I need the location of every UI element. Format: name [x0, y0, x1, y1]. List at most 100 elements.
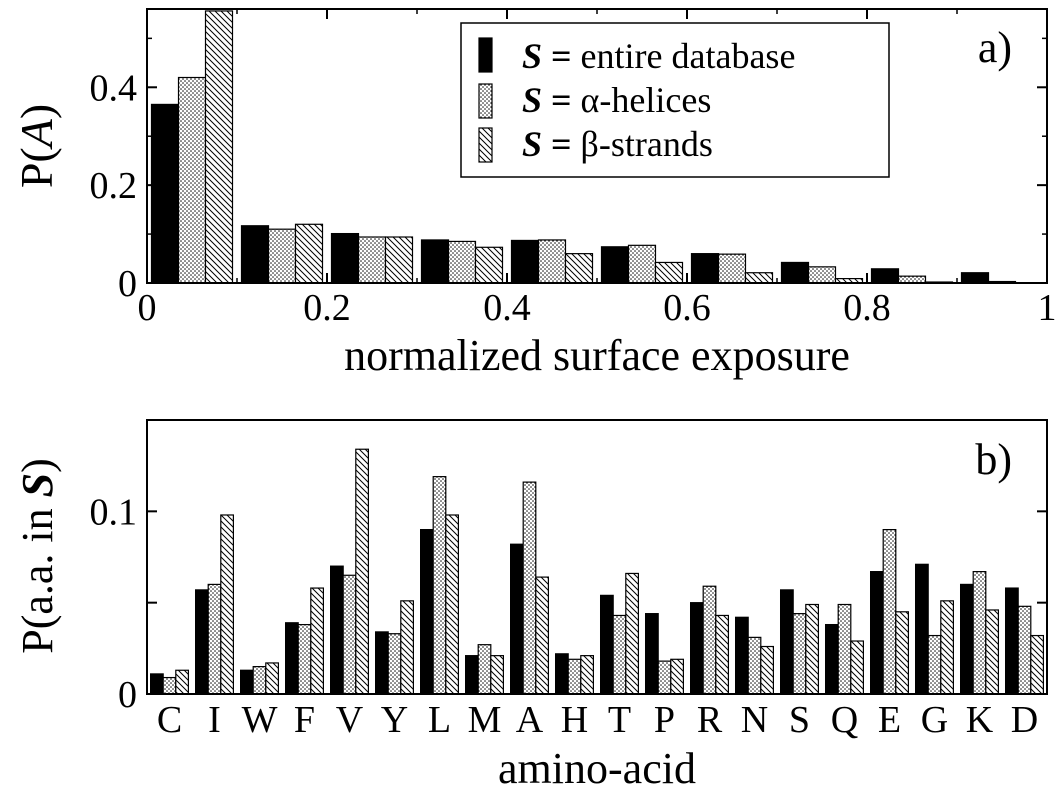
bar-b-helices-N — [747, 636, 762, 695]
bar-b-helices-P — [657, 660, 672, 695]
b-xtick-label-R: R — [697, 699, 723, 741]
bar-b-strands-Y — [400, 600, 414, 695]
a-xtick-label-2: 0.4 — [483, 287, 531, 329]
bar-a-entire-database-7 — [780, 261, 810, 284]
bar-a-entire-database-6 — [690, 253, 720, 284]
bar-b-helices-C — [162, 676, 177, 695]
b-xtick-label-K: K — [966, 699, 994, 741]
bar-b-strands-H — [580, 655, 594, 695]
panel-b-ticks — [147, 510, 1047, 695]
bar-b-entire-database-A — [510, 543, 524, 695]
a-ytick-label-2: 0.4 — [90, 67, 138, 109]
bar-a-entire-database-3 — [420, 239, 450, 284]
bar-a-strands-3 — [474, 246, 504, 284]
bar-b-entire-database-M — [465, 655, 479, 695]
bar-b-strands-F — [310, 587, 324, 695]
b-xtick-label-F: F — [294, 699, 315, 741]
b-xtick-label-I: I — [208, 699, 221, 741]
bar-b-helices-S — [792, 613, 807, 695]
bar-b-strands-W — [265, 662, 279, 695]
bar-a-entire-database-4 — [510, 239, 540, 284]
panel-a-ticks — [146, 9, 1048, 284]
bar-a-strands-5 — [654, 261, 684, 284]
bar-a-helices-3 — [447, 240, 477, 284]
b-xtick-label-W: W — [242, 699, 278, 741]
panel-a-x-axis-label: normalized surface exposure — [344, 331, 850, 380]
b-xtick-label-L: L — [428, 699, 451, 741]
bar-a-helices-1 — [267, 228, 297, 284]
bar-a-entire-database-1 — [240, 225, 270, 284]
b-xtick-label-P: P — [654, 699, 675, 741]
bar-a-helices-2 — [357, 236, 387, 284]
b-xtick-label-Q: Q — [831, 699, 858, 741]
b-xtick-label-Y: Y — [381, 699, 408, 741]
b-ytick-label-2: 0.1 — [90, 491, 138, 533]
bar-b-entire-database-V — [330, 565, 344, 695]
legend-swatch-alpha-helices — [478, 83, 493, 119]
bar-b-strands-S — [805, 603, 819, 695]
bar-b-helices-A — [522, 481, 537, 695]
a-ytick-label-0: 0 — [118, 263, 137, 305]
b-xtick-label-T: T — [608, 699, 631, 741]
b-xtick-label-G: G — [921, 699, 948, 741]
bar-a-strands-6 — [744, 272, 774, 284]
bar-b-entire-database-E — [869, 571, 884, 695]
bar-a-entire-database-8 — [870, 268, 900, 284]
bar-b-helices-H — [567, 658, 582, 695]
panel-b-frame — [146, 419, 1048, 695]
a-xtick-label-1: 0.2 — [303, 287, 351, 329]
panel-b-label: b) — [975, 435, 1012, 484]
bar-b-helices-F — [297, 623, 312, 695]
bar-b-helices-M — [477, 644, 492, 695]
bar-a-strands-2 — [384, 236, 414, 284]
legend: S = entire database S = α-helices S = β-… — [460, 22, 890, 178]
bar-b-strands-V — [355, 448, 369, 695]
bar-b-entire-database-G — [914, 563, 929, 695]
panel-a-y-axis-label: P(A) — [11, 104, 62, 188]
panel-b-x-axis-label: amino-acid — [498, 744, 696, 793]
bar-b-entire-database-Q — [824, 623, 839, 695]
a-xtick-label-3: 0.6 — [663, 287, 711, 329]
bar-b-entire-database-R — [689, 602, 704, 695]
b-ytick-label-0: 0 — [118, 674, 137, 716]
bar-b-helices-R — [702, 585, 717, 695]
bar-b-strands-Q — [850, 640, 864, 695]
bar-b-strands-E — [895, 611, 909, 695]
bar-b-entire-database-D — [1004, 587, 1019, 695]
bar-b-helices-W — [252, 665, 267, 695]
bar-b-strands-N — [760, 645, 774, 695]
bar-b-entire-database-H — [554, 653, 569, 695]
bar-b-entire-database-I — [195, 589, 209, 695]
bar-b-helices-L — [432, 476, 447, 695]
bar-a-helices-4 — [537, 239, 567, 284]
bar-b-strands-R — [715, 614, 729, 695]
a-xtick-label-0: 0 — [138, 287, 157, 329]
b-xtick-label-E: E — [878, 699, 901, 741]
bar-b-entire-database-P — [644, 613, 659, 695]
b-xtick-label-V: V — [336, 699, 364, 741]
bar-a-strands-1 — [294, 223, 324, 284]
panel-a-bars — [150, 10, 1017, 284]
bar-b-strands-D — [1030, 634, 1045, 695]
panel-a-x-tick-labels: 0 0.2 0.4 0.6 0.8 1 — [138, 287, 1057, 329]
b-xtick-label-C: C — [157, 699, 182, 741]
bar-b-strands-K — [985, 609, 999, 695]
bar-b-strands-T — [625, 572, 639, 695]
b-xtick-label-H: H — [561, 699, 588, 741]
bar-b-strands-G — [940, 600, 954, 695]
bar-b-entire-database-K — [959, 583, 974, 695]
bar-b-helices-K — [972, 571, 987, 695]
bar-b-strands-M — [490, 655, 504, 695]
legend-swatch-beta-strands — [478, 127, 493, 163]
bar-b-entire-database-T — [599, 594, 614, 695]
legend-entry-beta-strands: S = β-strands — [522, 124, 713, 164]
bar-b-strands-C — [175, 669, 190, 695]
panel-b-bars — [150, 448, 1045, 695]
bar-a-entire-database-0 — [150, 103, 180, 284]
legend-swatch-entire-database — [478, 37, 493, 73]
bar-b-entire-database-N — [734, 616, 749, 695]
b-xtick-label-A: A — [516, 699, 544, 741]
legend-entry-alpha-helices: S = α-helices — [522, 80, 711, 120]
